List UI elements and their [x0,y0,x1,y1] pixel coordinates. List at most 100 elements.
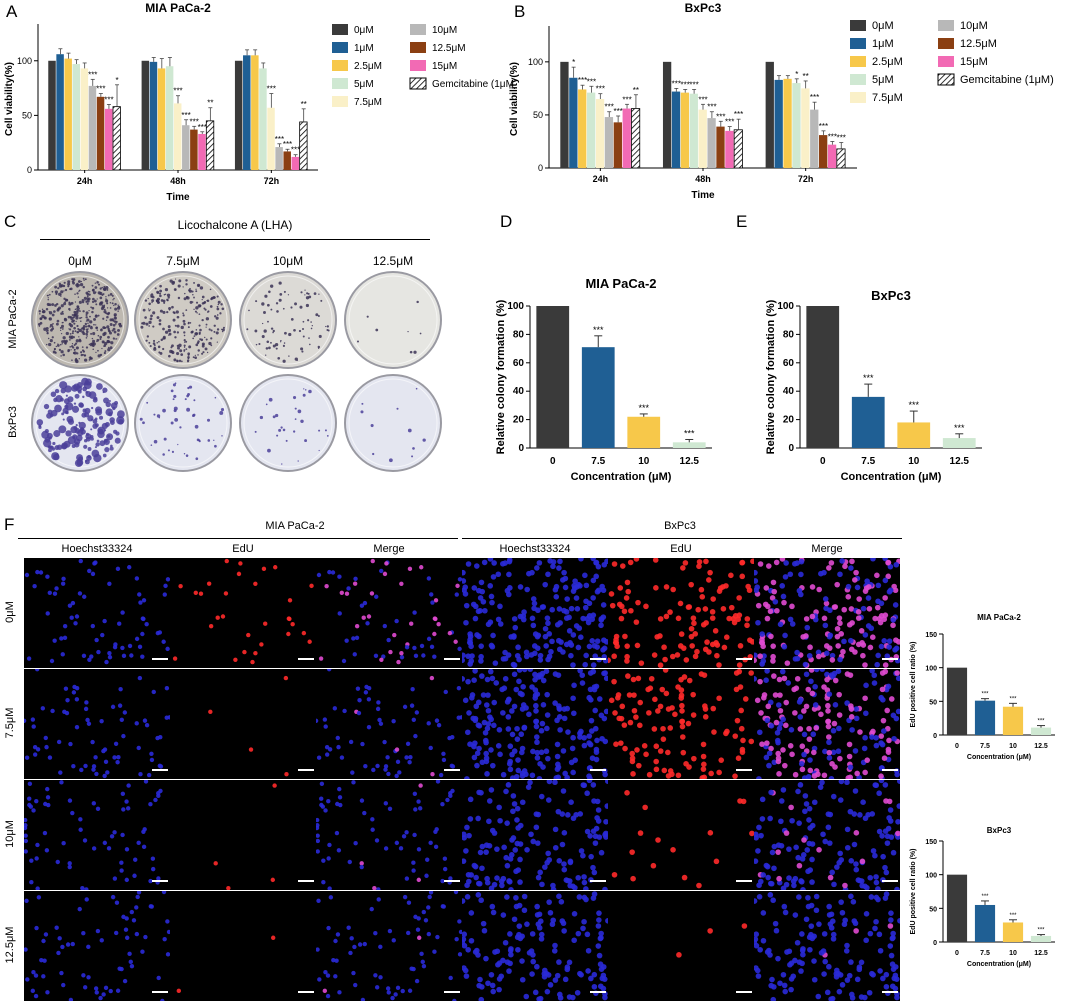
cell-nucleus [836,712,843,718]
cell-nucleus [797,726,804,732]
colony [162,310,166,314]
cell-nucleus [758,878,764,885]
colony [106,315,109,319]
cell-nucleus [844,942,850,949]
edu-micrograph [316,891,462,1001]
cell-nucleus [806,805,813,812]
cell-nucleus [334,958,339,963]
colony [164,288,169,292]
cell-nucleus [124,916,129,921]
cell-nucleus [736,669,743,675]
colony [216,314,219,316]
colony [162,335,166,339]
significance-mark: *** [981,692,989,698]
legend-swatch [410,42,426,53]
cell-nucleus [559,918,566,924]
cell-nucleus [491,830,498,836]
cell-nucleus [894,670,900,676]
cell-nucleus [650,862,657,869]
cell-nucleus [409,703,415,708]
y-tick-label: 100 [507,301,524,312]
cell-nucleus [797,782,804,788]
colony [54,285,58,289]
cell-nucleus [608,697,615,704]
colony [99,291,103,296]
cell-nucleus [596,917,602,923]
colony [58,282,62,286]
cell-nucleus [27,781,33,786]
colony [313,292,317,295]
colony [80,316,83,319]
cell-nucleus [419,951,424,957]
cell-nucleus [476,723,483,729]
cell-nucleus [577,734,583,740]
colony [51,452,60,461]
cell-nucleus [338,802,343,808]
cell-nucleus [140,654,145,659]
cell-nucleus [504,587,511,594]
bar [716,126,725,168]
cell-nucleus [38,570,44,575]
y-tick-label: 100 [925,666,937,673]
colony [67,396,74,403]
cell-nucleus [866,606,873,612]
cell-nucleus [117,703,123,708]
cell-nucleus [593,683,600,690]
cell-nucleus [419,643,425,649]
cell-nucleus [43,932,49,937]
colony [261,335,265,339]
colony [90,406,94,410]
colony [268,290,271,294]
colony [182,286,184,288]
cell-nucleus [633,558,640,562]
cell-nucleus [395,985,401,991]
x-tick-label: 12.5 [680,456,700,467]
colony [106,302,109,305]
cell-nucleus [160,998,165,1001]
colony [298,329,302,333]
colony [288,332,292,337]
colony [139,417,143,421]
colony [93,317,97,321]
cell-nucleus [213,861,218,866]
cell-nucleus [803,703,810,710]
bar [725,130,734,168]
cell-nucleus [789,621,796,627]
cell-nucleus [351,970,356,976]
cell-nucleus [462,584,469,591]
cell-nucleus [631,692,637,698]
colony [193,281,196,284]
cell-nucleus [263,621,268,626]
cell-nucleus [488,593,495,600]
cell-nucleus [586,643,593,650]
cell-nucleus [71,764,76,769]
cell-nucleus [477,976,483,983]
cell-nucleus [90,623,96,629]
cell-nucleus [828,560,835,566]
colony [303,388,305,390]
cell-nucleus [538,749,545,756]
colony [94,446,97,449]
cell-nucleus [399,651,404,656]
cell-nucleus [710,596,716,602]
cell-nucleus [162,936,167,942]
cell-nucleus [352,944,357,950]
cell-nucleus [710,705,717,712]
edu-micrograph [170,669,316,779]
colony [81,300,85,304]
cell-nucleus [572,884,578,890]
cell-nucleus [504,820,510,826]
cell-nucleus [545,656,551,663]
cell-nucleus [521,893,528,900]
colony [173,358,177,362]
cell-nucleus [700,766,707,772]
colony [76,306,80,309]
cell-nucleus [875,652,881,659]
cell-nucleus [807,757,813,763]
cell-nucleus [663,690,670,697]
cell-nucleus [31,724,36,729]
cell-nucleus [149,751,154,756]
cell-nucleus [744,622,750,629]
colony [41,308,44,311]
cell-nucleus [399,655,405,660]
